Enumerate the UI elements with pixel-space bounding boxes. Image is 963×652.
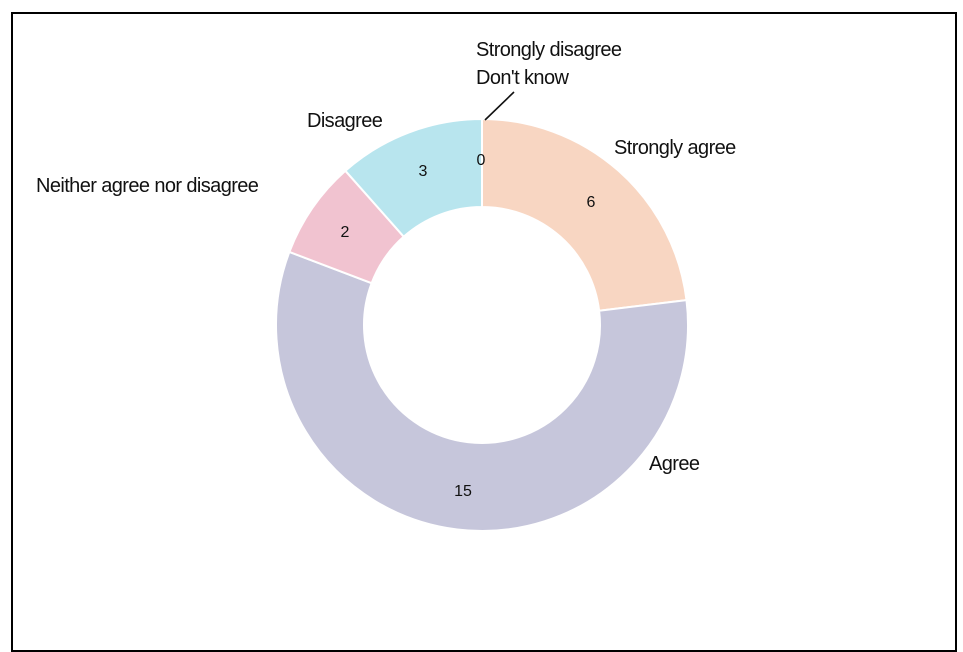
value-label-dont-know: 0 bbox=[477, 152, 486, 169]
slice-agree bbox=[275, 250, 689, 532]
category-label-disagree: Disagree bbox=[307, 110, 383, 132]
value-label-neither: 2 bbox=[341, 224, 350, 241]
donut-chart: Strongly agree Agree Neither agree nor d… bbox=[36, 39, 737, 532]
slices bbox=[275, 117, 689, 532]
slice-strongly-agree bbox=[481, 117, 688, 312]
category-label-dont-know: Don't know bbox=[476, 67, 569, 89]
leader-line-strongly-disagree bbox=[484, 91, 515, 121]
category-label-strongly-disagree: Strongly disagree bbox=[476, 39, 622, 61]
slice-disagree bbox=[343, 117, 483, 239]
category-label-strongly-agree: Strongly agree bbox=[614, 137, 736, 159]
value-label-disagree: 3 bbox=[419, 163, 428, 180]
category-label-neither: Neither agree nor disagree bbox=[36, 175, 259, 197]
value-label-agree: 15 bbox=[454, 483, 472, 500]
value-label-strongly-agree: 6 bbox=[587, 194, 596, 211]
category-label-agree: Agree bbox=[649, 453, 700, 475]
